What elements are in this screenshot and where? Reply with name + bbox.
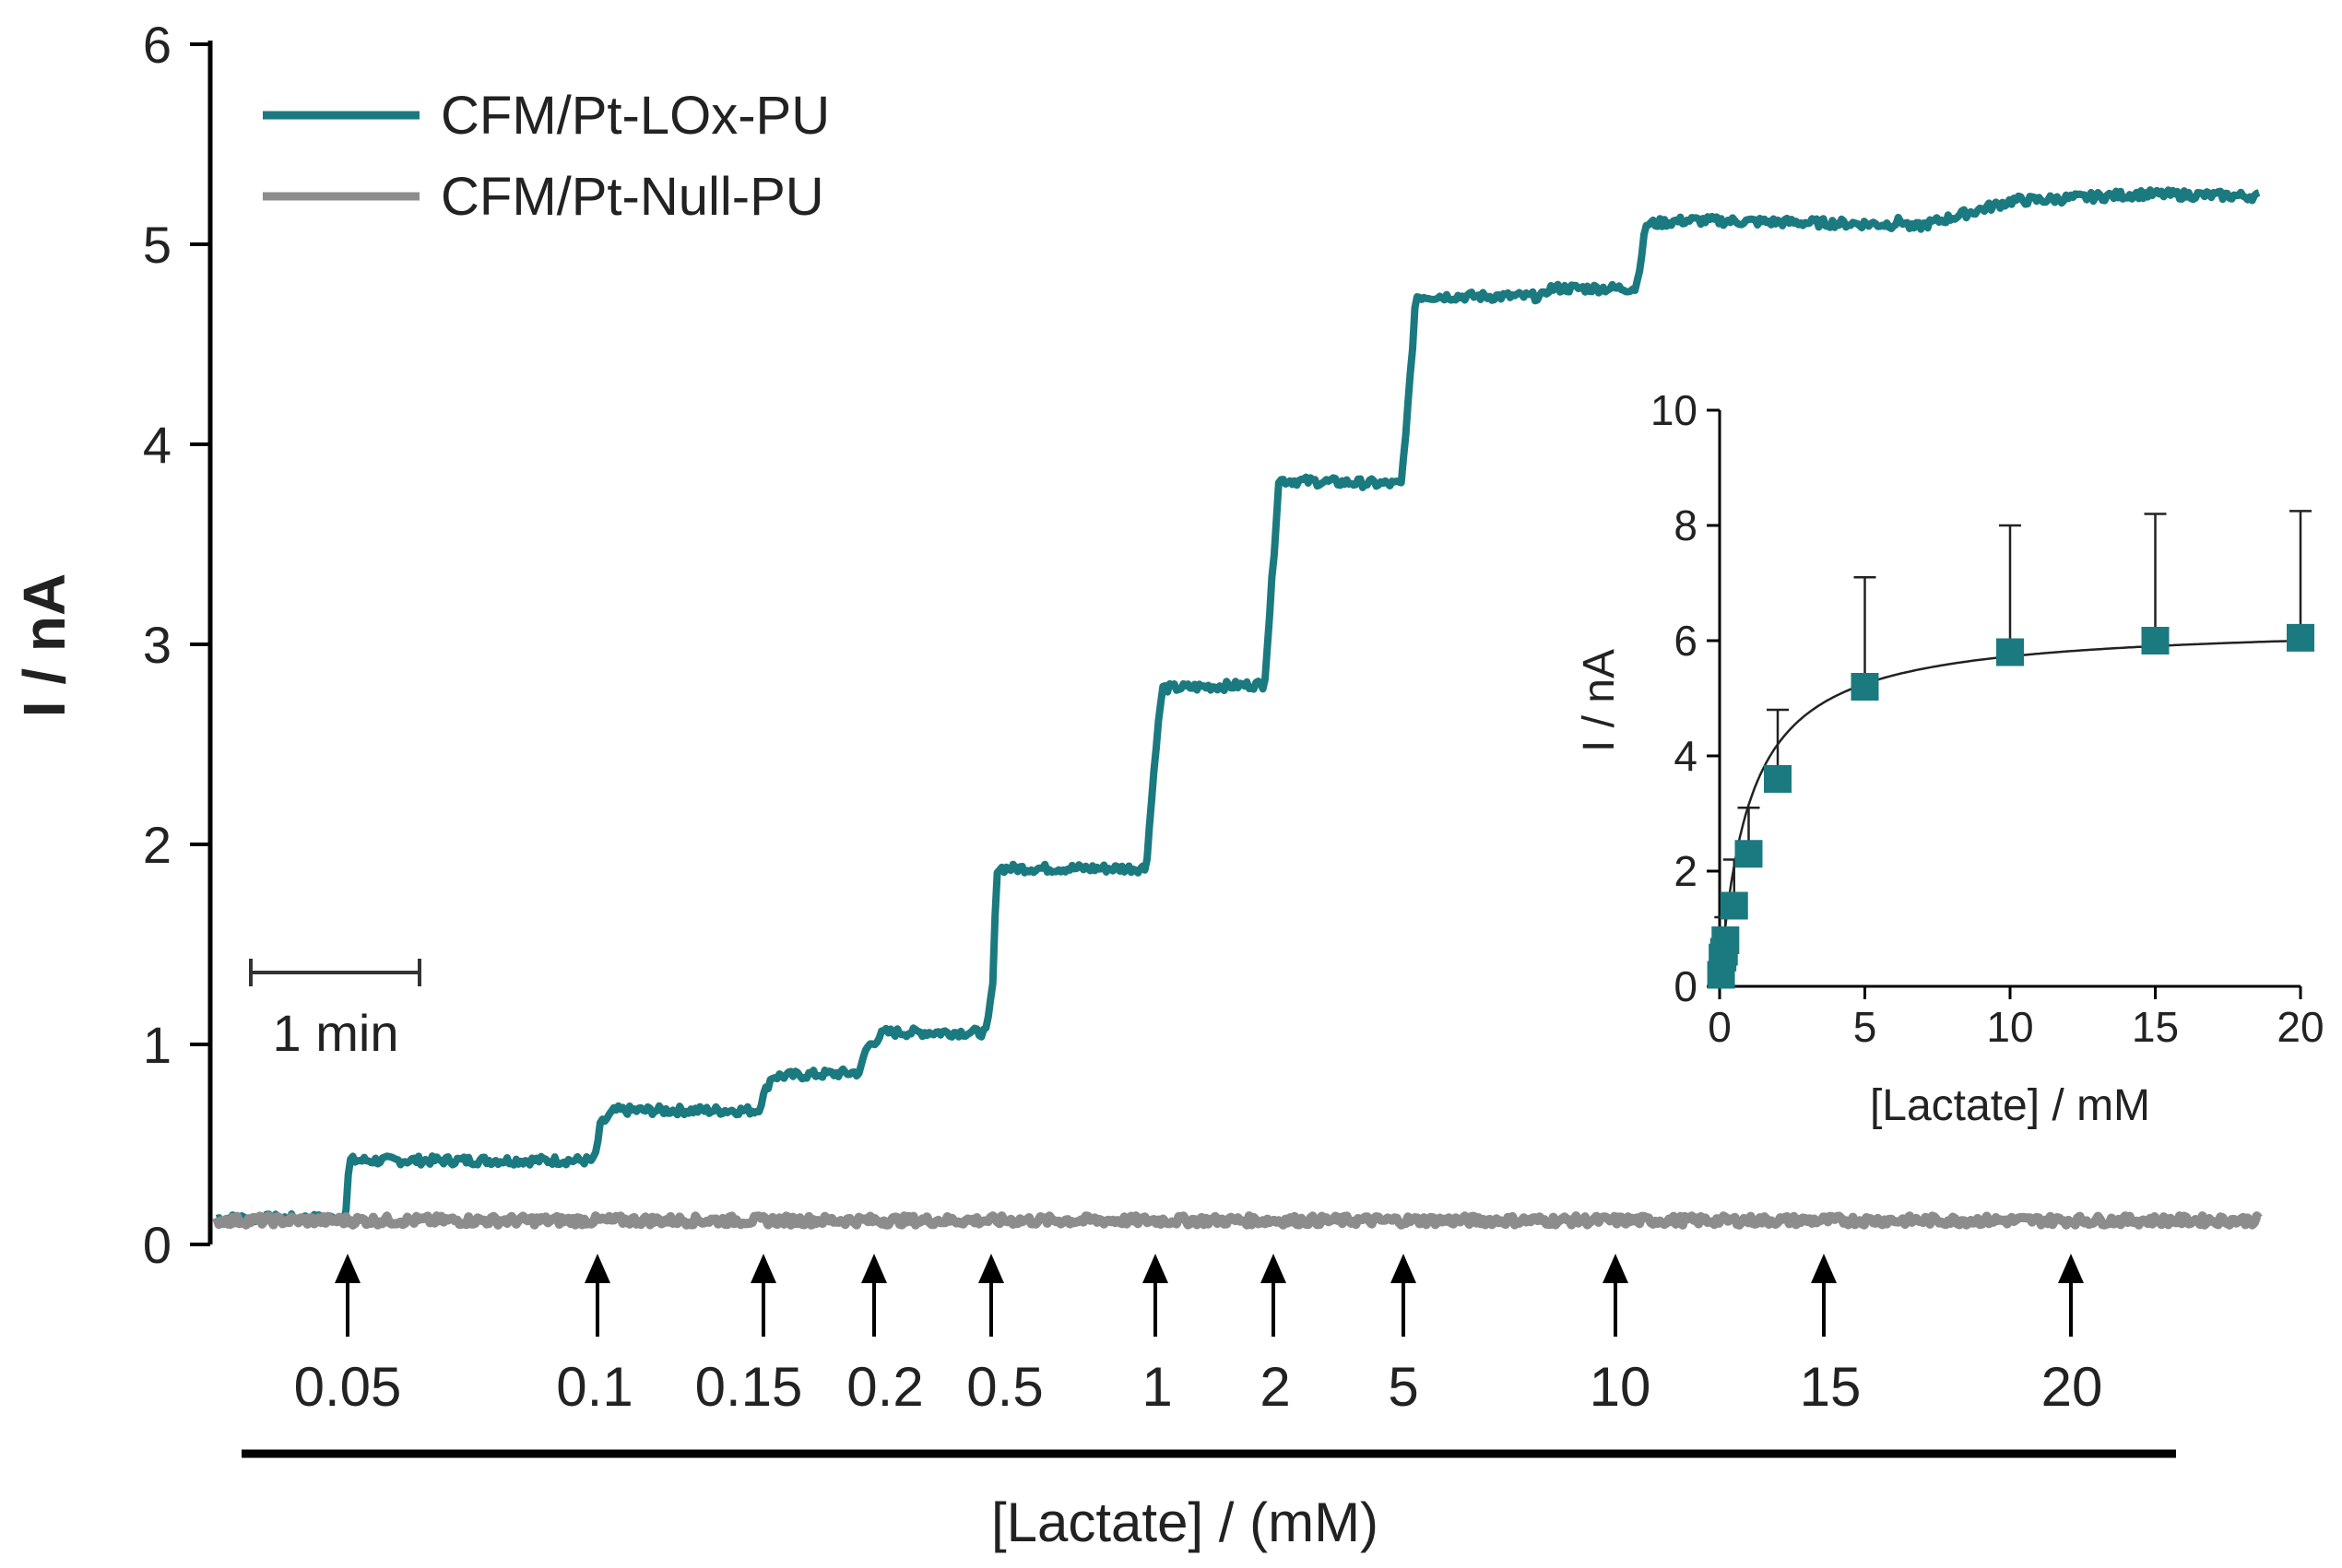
addition-label: 0.1 — [556, 1356, 633, 1418]
inset-y-axis-label: I / nA — [1575, 649, 1624, 752]
addition-label: 5 — [1388, 1356, 1418, 1418]
addition-label: 10 — [1590, 1356, 1651, 1418]
y-tick-label: 1 — [143, 1016, 172, 1074]
inset-x-tick-label: 0 — [1708, 1003, 1732, 1051]
addition-label: 0.5 — [966, 1356, 1043, 1418]
inset-data-point — [1764, 765, 1792, 793]
inset-x-tick-label: 15 — [2132, 1003, 2179, 1051]
addition-arrowhead — [978, 1254, 1004, 1283]
inset-data-point — [1711, 926, 1740, 954]
x-axis-label: [Lactate] / (mM) — [991, 1491, 1378, 1553]
inset-y-tick-label: 2 — [1674, 847, 1697, 895]
inset-data-point — [1851, 673, 1879, 701]
addition-label: 2 — [1260, 1356, 1290, 1418]
inset-y-tick-label: 10 — [1650, 386, 1697, 434]
addition-arrowhead — [1390, 1254, 1416, 1283]
trace-lox — [215, 186, 2261, 1227]
addition-arrowhead — [1142, 1254, 1168, 1283]
y-tick-label: 2 — [143, 816, 172, 874]
inset-y-tick-label: 0 — [1674, 962, 1697, 1010]
addition-arrowhead — [1603, 1254, 1628, 1283]
y-axis-label: I / nA — [11, 573, 77, 717]
inset-data-point — [1720, 891, 1748, 920]
inset-y-tick-label: 6 — [1674, 617, 1697, 665]
y-tick-label: 5 — [143, 216, 172, 274]
inset-data-point — [1996, 638, 2024, 666]
legend-label: CFM/Pt-LOx-PU — [441, 86, 830, 146]
addition-arrowhead — [585, 1254, 610, 1283]
legend-label: CFM/Pt-Null-PU — [441, 167, 824, 227]
addition-label: 15 — [1800, 1356, 1862, 1418]
inset-data-point — [2287, 623, 2314, 652]
y-tick-label: 3 — [143, 616, 172, 674]
addition-label: 1 — [1141, 1356, 1172, 1418]
y-tick-label: 6 — [143, 16, 172, 74]
addition-arrowhead — [2058, 1254, 2084, 1283]
addition-arrowhead — [1811, 1254, 1837, 1283]
addition-label: 0.05 — [294, 1356, 402, 1418]
inset-x-tick-label: 10 — [1986, 1003, 2033, 1051]
inset-fit-curve — [1718, 639, 2301, 987]
inset-x-axis-label: [Lactate] / mM — [1870, 1081, 2150, 1130]
y-tick-label: 0 — [143, 1216, 172, 1274]
inset-y-tick-label: 4 — [1674, 732, 1697, 780]
inset-y-tick-label: 8 — [1674, 501, 1697, 549]
addition-label: 0.2 — [846, 1356, 923, 1418]
inset-x-tick-label: 5 — [1853, 1003, 1877, 1051]
addition-arrowhead — [751, 1254, 776, 1283]
trace-null — [212, 1211, 2263, 1230]
inset-data-point — [2141, 627, 2170, 654]
y-tick-label: 4 — [143, 416, 172, 474]
addition-arrowhead — [861, 1254, 887, 1283]
addition-arrowhead — [335, 1254, 361, 1283]
addition-label: 0.15 — [695, 1356, 803, 1418]
addition-label: 20 — [2041, 1356, 2103, 1418]
scale-bar-label: 1 min — [273, 1004, 399, 1062]
inset-x-tick-label: 20 — [2277, 1003, 2324, 1051]
addition-arrowhead — [1260, 1254, 1286, 1283]
inset-data-point — [1734, 840, 1763, 868]
